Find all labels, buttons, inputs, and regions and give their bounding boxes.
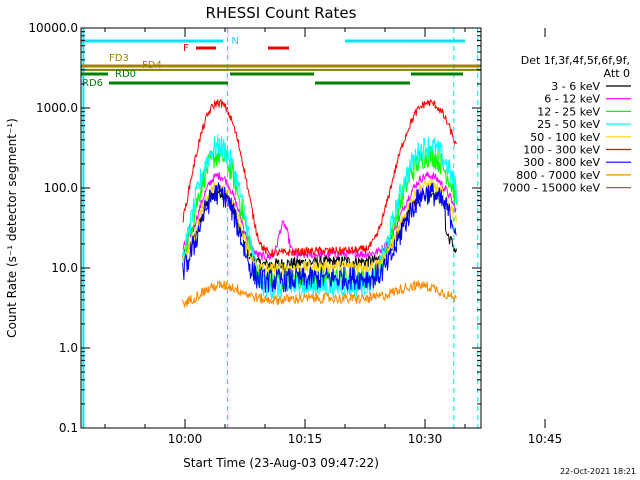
series-line-group — [182, 98, 457, 258]
series-line — [182, 143, 457, 293]
legend-entry-label: 7000 - 15000 keV — [502, 182, 600, 195]
series-line — [182, 182, 457, 293]
plot-frame — [80, 27, 482, 429]
series-line — [182, 171, 457, 261]
timestamp: 22-Oct-2021 18:21 — [560, 467, 636, 476]
y-tick-label: 10.0 — [51, 261, 78, 275]
series-line-group — [182, 182, 457, 293]
series-line-group — [182, 171, 457, 261]
legend-entry-label: 50 - 100 keV — [530, 131, 600, 144]
series-line-group — [182, 134, 457, 300]
legend-entry-label: 12 - 25 keV — [537, 105, 600, 118]
flag-layer: N F FD3 FD4 RD0 RD6 — [81, 28, 481, 428]
series-line-group — [182, 178, 457, 275]
x-tick-label: 10:15 — [288, 432, 323, 446]
series-line — [182, 279, 457, 308]
series-layer — [81, 68, 481, 308]
y-tick-label: 100.0 — [44, 181, 78, 195]
rd-label: RD6 — [82, 78, 103, 89]
fd-label: FD3 — [109, 53, 129, 64]
flare-label: F — [183, 43, 189, 54]
series-line — [182, 98, 457, 258]
legend-entry-label: 100 - 300 keV — [523, 144, 600, 157]
series-line-group — [182, 279, 457, 308]
legend-title: Det 1f,3f,4f,5f,6f,9f, — [521, 54, 630, 67]
y-tick-label: 1000.0 — [36, 101, 78, 115]
fd-label: FD4 — [142, 60, 162, 71]
chart-title: RHESSI Count Rates — [206, 4, 357, 22]
legend-subtitle: Att 0 — [604, 67, 630, 80]
x-tick-label: 10:45 — [528, 432, 563, 446]
y-tick-label: 0.1 — [59, 421, 78, 435]
x-axis-label: Start Time (23-Aug-03 09:47:22) — [183, 456, 379, 470]
legend-entry-label: 300 - 800 keV — [523, 156, 600, 169]
series-line-group — [182, 143, 457, 293]
legend-entry-label: 25 - 50 keV — [537, 118, 600, 131]
x-tick-label: 10:30 — [408, 432, 443, 446]
rd-label: RD0 — [115, 69, 136, 80]
legend-entry-label: 800 - 7000 keV — [516, 169, 600, 182]
tick-layer: 0.1 1.0 10.0 100.0 1000.0 10000.0 10:00 10:15 10… — [28, 21, 563, 446]
y-tick-label: 1.0 — [59, 341, 78, 355]
series-line — [182, 134, 457, 300]
legend: Det 1f,3f,4f,5f,6f,9f, Att 0 3 - 6 keV6 … — [502, 54, 631, 195]
legend-entry-label: 6 - 12 keV — [544, 93, 600, 106]
series-line — [182, 178, 457, 275]
y-axis-label: Count Rate (s⁻¹ detector segment⁻¹) — [5, 118, 19, 338]
night-label: N — [231, 36, 238, 47]
legend-entry-label: 3 - 6 keV — [551, 80, 600, 93]
y-tick-label: 10000.0 — [28, 21, 78, 35]
x-tick-label: 10:00 — [168, 432, 203, 446]
